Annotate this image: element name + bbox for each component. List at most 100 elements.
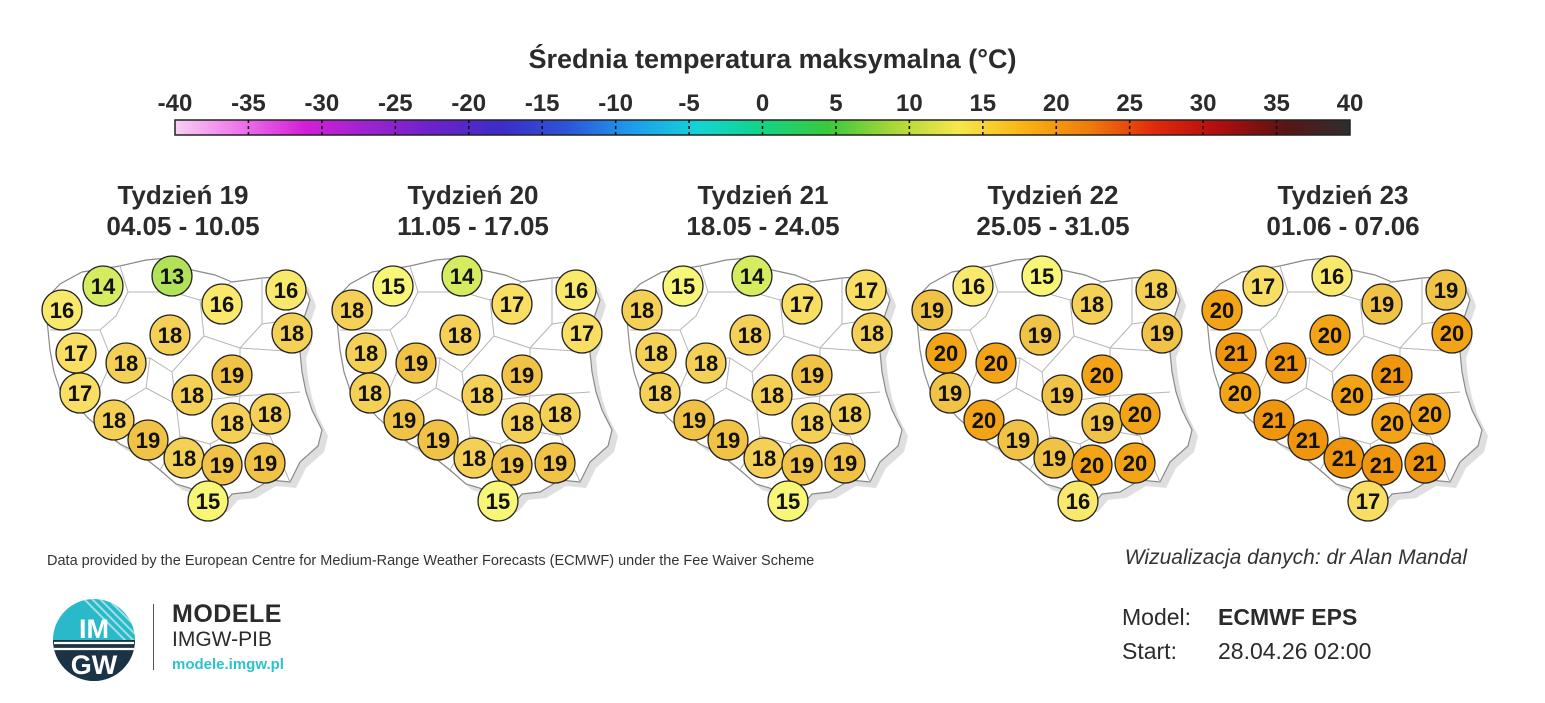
temperature-value: 18 [258, 402, 282, 427]
model-info: Model: ECMWF EPS Start: 28.04.26 02:00 [1122, 604, 1371, 672]
temperature-marker: 16 [555, 269, 597, 311]
temperature-value: 19 [1090, 411, 1114, 436]
temperature-marker: 19 [383, 399, 425, 441]
week-dates: 18.05 - 24.05 [686, 211, 840, 241]
temperature-marker: 18 [729, 314, 771, 356]
temperature-marker: 18 [1071, 283, 1113, 325]
temperature-value: 20 [1210, 298, 1234, 323]
color-scale-label: 40 [1337, 90, 1364, 117]
temperature-value: 19 [510, 363, 534, 388]
color-scale-label: 5 [829, 90, 842, 117]
temperature-value: 20 [1440, 321, 1464, 346]
temperature-marker: 20 [1309, 314, 1351, 356]
temperature-marker: 18 [1135, 269, 1177, 311]
temperature-value: 13 [160, 264, 184, 289]
temperature-value: 20 [1418, 402, 1442, 427]
temperature-value: 21 [1332, 446, 1356, 471]
temperature-value: 18 [220, 411, 244, 436]
temperature-value: 18 [462, 446, 486, 471]
temperature-marker: 18 [453, 437, 495, 479]
color-scale-label: -35 [231, 90, 266, 117]
color-scale-label: -25 [378, 90, 413, 117]
temperature-marker: 14 [82, 265, 124, 307]
temperature-value: 20 [934, 341, 958, 366]
temperature-value: 15 [486, 489, 510, 514]
temperature-value: 18 [548, 402, 572, 427]
temperature-value: 19 [1370, 292, 1394, 317]
temperature-value: 15 [196, 489, 220, 514]
temperature-value: 17 [64, 341, 88, 366]
temperature-value: 21 [1274, 351, 1298, 376]
temperature-value: 20 [1123, 451, 1147, 476]
temperature-value: 18 [648, 381, 672, 406]
temperature-marker: 18 [271, 312, 313, 354]
region-border [199, 299, 301, 353]
logo-divider [153, 604, 154, 670]
temperature-marker: 18 [249, 393, 291, 435]
temperature-marker: 18 [851, 312, 893, 354]
temperature-marker: 19 [534, 442, 576, 484]
temperature-marker: 19 [127, 419, 169, 461]
color-scale-label: 15 [969, 90, 996, 117]
temperature-value: 18 [114, 351, 138, 376]
start-value: 28.04.26 02:00 [1218, 638, 1372, 664]
temperature-marker: 17 [845, 269, 887, 311]
temperature-value: 19 [920, 298, 944, 323]
temperature-marker: 19 [417, 419, 459, 461]
temperature-marker: 20 [1431, 312, 1473, 354]
temperature-marker: 18 [743, 437, 785, 479]
temperature-value: 19 [543, 451, 567, 476]
temperature-marker: 16 [1057, 480, 1099, 522]
color-scale-label: 35 [1263, 90, 1290, 117]
temperature-marker: 18 [639, 372, 681, 414]
temperature-value: 19 [136, 428, 160, 453]
temperature-marker: 18 [439, 314, 481, 356]
temperature-value: 18 [838, 402, 862, 427]
temperature-marker: 13 [151, 255, 193, 297]
temperature-marker: 20 [1371, 402, 1413, 444]
region-border [779, 299, 881, 353]
temperature-marker: 19 [201, 444, 243, 486]
temperature-value: 15 [1030, 264, 1054, 289]
temperature-marker: 17 [55, 332, 97, 374]
temperature-marker: 21 [1371, 354, 1413, 396]
temperature-marker: 20 [1219, 372, 1261, 414]
temperature-value: 18 [510, 411, 534, 436]
region-border [1069, 299, 1171, 353]
temperature-marker: 19 [395, 342, 437, 384]
temperature-value: 16 [274, 278, 298, 303]
color-scale-label: 0 [756, 90, 769, 117]
badge-text-top: IM [79, 614, 109, 644]
temperature-value: 20 [1228, 381, 1252, 406]
temperature-value: 21 [1380, 363, 1404, 388]
temperature-marker: 21 [1253, 399, 1295, 441]
temperature-value: 20 [984, 351, 1008, 376]
temperature-value: 19 [426, 428, 450, 453]
brand-url[interactable]: modele.imgw.pl [172, 656, 284, 673]
temperature-marker: 19 [244, 442, 286, 484]
temperature-value: 14 [740, 264, 765, 289]
week-name: Tydzień 20 [407, 180, 539, 210]
region-border [630, 265, 709, 331]
region-border [489, 299, 591, 353]
temperature-marker: 19 [707, 419, 749, 461]
week-title: Tydzień 21 18.05 - 24.05 [613, 180, 913, 242]
temperature-value: 18 [280, 321, 304, 346]
temperature-marker: 18 [539, 393, 581, 435]
temperature-marker: 19 [211, 354, 253, 396]
temperature-marker: 17 [59, 372, 101, 414]
temperature-marker: 18 [461, 374, 503, 416]
temperature-marker: 18 [211, 402, 253, 444]
temperature-marker: 20 [1201, 289, 1243, 331]
temperature-marker: 21 [1361, 444, 1403, 486]
temperature-marker: 18 [751, 374, 793, 416]
temperature-marker: 20 [1331, 374, 1373, 416]
imgw-badge: IM GW [53, 599, 135, 681]
temperature-marker: 16 [201, 283, 243, 325]
temperature-marker: 16 [265, 269, 307, 311]
temperature-marker: 19 [781, 444, 823, 486]
temperature-value: 19 [1434, 278, 1458, 303]
imgw-logo[interactable]: IM GW MODELE IMGW-PIB modele.imgw.pl [52, 598, 302, 682]
temperature-marker: 18 [163, 437, 205, 479]
